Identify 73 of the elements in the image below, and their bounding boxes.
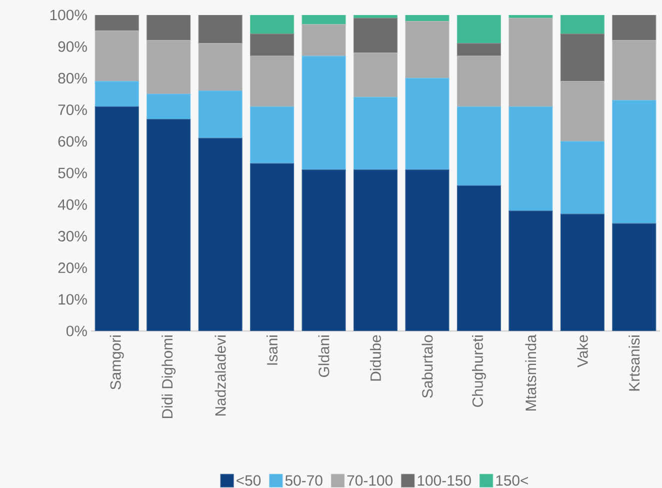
x-tick-label: Samgori xyxy=(110,336,124,390)
y-tick-label: 40% xyxy=(58,199,87,210)
x-tick-label: Krtsanisi xyxy=(628,336,640,391)
bar xyxy=(146,94,191,120)
x-tick-label: Didube xyxy=(370,335,381,381)
x-tick-label: Didi Dighomi xyxy=(162,336,176,418)
y-tick-label: 100% xyxy=(50,10,87,20)
bar xyxy=(560,81,604,142)
x-tick-label: Nadzaladevi xyxy=(214,336,226,416)
bar xyxy=(560,14,604,34)
bar xyxy=(508,18,553,107)
y-tick-label: 90% xyxy=(58,41,87,52)
bar xyxy=(94,81,139,107)
bar xyxy=(302,14,346,25)
bar xyxy=(353,52,398,98)
y-tick-label: 60% xyxy=(58,136,87,147)
y-tick-label: 70% xyxy=(58,104,87,116)
bar xyxy=(560,34,604,82)
legend-label: 50-70 xyxy=(285,475,322,486)
bar xyxy=(405,78,450,170)
bar xyxy=(94,106,139,331)
bar xyxy=(405,14,450,22)
y-tick-label: 50% xyxy=(58,168,87,178)
bar xyxy=(405,170,450,331)
x-tick-label: Mtatsminda xyxy=(525,334,536,411)
x-tick-label: Isani xyxy=(266,336,278,365)
y-tick-label: 0% xyxy=(66,326,87,336)
bar xyxy=(508,106,553,212)
legend-label: <50 xyxy=(236,475,261,486)
bar xyxy=(94,30,139,82)
bar xyxy=(198,14,242,44)
bar xyxy=(405,21,450,78)
bar xyxy=(198,138,242,331)
bar xyxy=(612,100,656,224)
bar xyxy=(353,170,398,331)
bar xyxy=(250,14,294,34)
bar xyxy=(353,96,398,170)
y-tick-label: 80% xyxy=(58,72,87,84)
x-tick-label: Gldani xyxy=(318,336,330,377)
bar xyxy=(302,24,346,56)
bar xyxy=(94,14,139,32)
bar xyxy=(198,90,242,139)
bar xyxy=(456,14,501,44)
bar xyxy=(456,106,501,186)
bar xyxy=(250,34,294,56)
x-tick-label: Chughureti xyxy=(472,336,486,407)
bar xyxy=(456,43,501,56)
bar xyxy=(456,185,501,331)
y-tick-label: 20% xyxy=(58,262,87,274)
bar xyxy=(198,43,242,92)
legend-label: 150< xyxy=(496,475,528,486)
bar xyxy=(250,56,294,107)
bar xyxy=(456,56,501,107)
bar xyxy=(302,170,346,331)
bar xyxy=(612,14,656,41)
bar xyxy=(302,56,346,170)
legend-label: 70-100 xyxy=(347,475,393,486)
bar xyxy=(250,106,294,164)
bar xyxy=(612,40,656,101)
x-tick-label: Vake xyxy=(576,335,588,368)
bar xyxy=(353,18,398,54)
bar xyxy=(250,163,294,331)
bar xyxy=(612,223,656,331)
bar xyxy=(146,14,191,41)
x-tick-label: Saburtalo xyxy=(422,335,433,398)
y-tick-label: 30% xyxy=(58,230,87,242)
y-tick-label: 10% xyxy=(58,294,87,305)
bar xyxy=(508,210,553,331)
legend-label: 100-150 xyxy=(418,475,471,486)
bar xyxy=(146,118,191,331)
bar xyxy=(560,141,604,214)
bar xyxy=(146,40,191,94)
bar xyxy=(560,214,604,331)
